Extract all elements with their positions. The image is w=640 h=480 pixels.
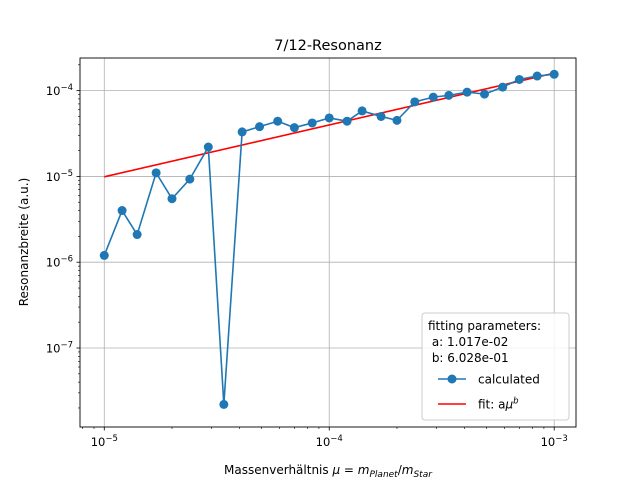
fit-line <box>104 72 555 178</box>
calculated-point <box>480 89 489 99</box>
x-tick-label: 10−5 <box>91 434 118 449</box>
legend-title-line-3: b: 6.028e-01 <box>428 351 509 365</box>
y-axis-label: Resonanzbreite (a.u.) <box>17 178 31 307</box>
axis-ticks: 10−5 10−4 10−3 10−7 10−6 10−5 10−4 <box>46 64 568 449</box>
x-tick-label: 10−4 <box>316 434 343 449</box>
calculated-point <box>342 116 352 126</box>
calculated-point <box>289 123 299 133</box>
chart-title: 7/12-Resonanz <box>274 38 381 54</box>
calculated-point <box>99 250 109 260</box>
calculated-point <box>255 122 265 132</box>
calculated-point <box>167 194 177 204</box>
calculated-series <box>99 69 559 409</box>
calculated-point <box>237 127 247 137</box>
calculated-point <box>410 97 420 107</box>
legend: fitting parameters: a: 1.017e-02 b: 6.02… <box>421 312 570 421</box>
legend-box <box>421 312 570 421</box>
plot-frame <box>79 57 577 428</box>
legend-calculated-label: calculated <box>478 373 540 387</box>
calculated-point <box>324 113 334 123</box>
legend-title-line-1: fitting parameters: <box>428 319 541 333</box>
calculated-point <box>307 118 317 128</box>
calculated-point <box>392 115 402 125</box>
fit-series <box>104 72 555 178</box>
legend-title-line-2: a: 1.017e-02 <box>428 335 508 349</box>
calculated-point <box>444 90 454 100</box>
x-tick-label: 10−3 <box>541 434 568 449</box>
calculated-point <box>532 71 542 81</box>
calculated-point <box>117 206 127 216</box>
calculated-point <box>203 142 213 152</box>
calculated-point <box>273 116 283 126</box>
calculated-point <box>151 168 161 178</box>
calculated-point <box>185 174 195 184</box>
y-tick-label: 10−4 <box>46 83 73 98</box>
calculated-point <box>549 69 559 79</box>
calculated-point <box>132 230 142 240</box>
calculated-point <box>514 74 524 84</box>
calculated-point <box>376 111 386 121</box>
calculated-point <box>219 399 229 409</box>
calculated-point <box>428 92 438 102</box>
y-tick-label: 10−6 <box>46 255 73 270</box>
y-tick-label: 10−5 <box>46 169 73 184</box>
calculated-point <box>462 87 472 97</box>
calculated-point <box>357 106 367 116</box>
y-tick-label: 10−7 <box>46 340 73 355</box>
legend-fit-label: fit: aμb <box>478 397 519 412</box>
x-axis-label: Massenverhältnis μ = mPlanet/mStar <box>224 463 433 480</box>
calculated-point <box>498 82 508 92</box>
legend-calculated-swatch-marker <box>447 374 457 384</box>
